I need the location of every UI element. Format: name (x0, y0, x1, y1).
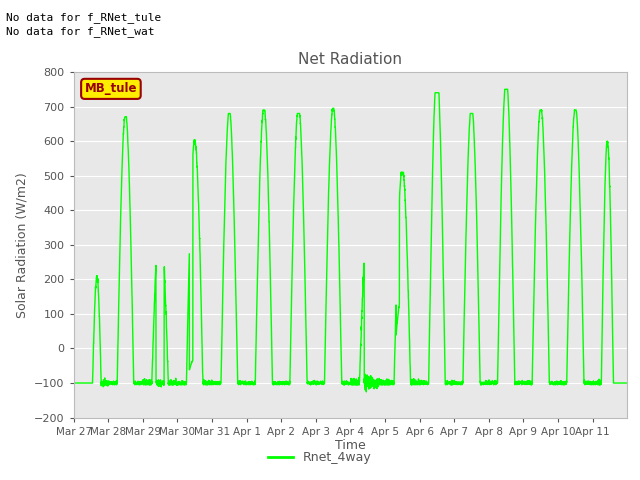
X-axis label: Time: Time (335, 439, 366, 453)
Y-axis label: Solar Radiation (W/m2): Solar Radiation (W/m2) (15, 172, 29, 318)
Text: No data for f_RNet_tule: No data for f_RNet_tule (6, 12, 162, 23)
Text: MB_tule: MB_tule (84, 83, 137, 96)
Legend: Rnet_4way: Rnet_4way (263, 446, 377, 469)
Title: Net Radiation: Net Radiation (298, 52, 403, 67)
Text: No data for f_RNet_wat: No data for f_RNet_wat (6, 26, 155, 37)
